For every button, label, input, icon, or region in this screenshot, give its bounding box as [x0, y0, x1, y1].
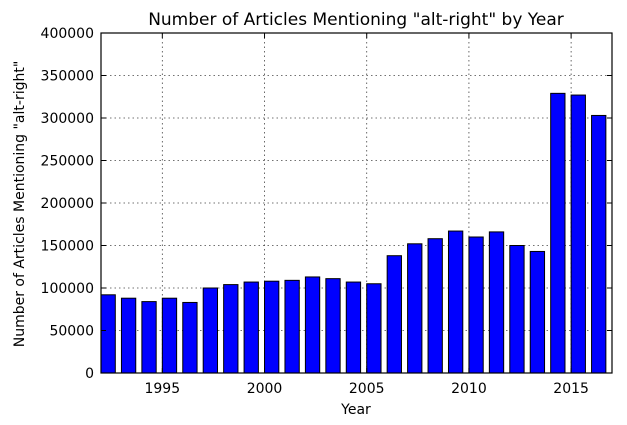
- bar-2013: [529, 250, 546, 374]
- x-tick-label: 2000: [247, 381, 283, 397]
- bar-2007: [407, 243, 423, 374]
- y-tick-label: 100000: [41, 281, 94, 297]
- bar-1998: [223, 284, 239, 374]
- y-axis-label: Number of Articles Mentioning "alt-right…: [12, 61, 28, 348]
- y-tick-label: 150000: [41, 239, 94, 255]
- bar-2010: [468, 236, 484, 374]
- y-tick-label: 400000: [41, 26, 94, 42]
- bar-1996: [182, 301, 198, 374]
- y-tick-label: 200000: [41, 196, 94, 212]
- bar-1999: [243, 281, 259, 374]
- bar-2002: [304, 276, 321, 374]
- x-tick-label: 2005: [349, 381, 385, 397]
- x-axis-label: Year: [340, 402, 371, 418]
- x-tick-label: 2015: [553, 381, 589, 397]
- y-tick-label: 350000: [41, 69, 94, 85]
- y-tick-label: 250000: [41, 154, 94, 170]
- y-tick-label: 300000: [41, 111, 94, 127]
- y-tick-label: 0: [85, 366, 94, 382]
- bar-2009: [447, 230, 464, 374]
- bar-2000: [264, 280, 280, 374]
- bar-1995: [161, 297, 178, 374]
- bar-2003: [325, 278, 341, 374]
- bar-1993: [120, 297, 137, 374]
- x-tick-label: 2010: [451, 381, 487, 397]
- bar-2004: [345, 281, 362, 374]
- bar-2005: [366, 283, 382, 374]
- y-tick-label: 50000: [49, 324, 94, 340]
- bar-2006: [386, 255, 402, 374]
- axis-ticks: 0 50000 100000 150000 200000 250000 300000 3500…: [41, 26, 612, 397]
- bar-2015: [570, 94, 586, 374]
- bar-2014: [550, 92, 566, 374]
- bar-2012: [509, 245, 525, 374]
- bar-2001: [284, 279, 300, 374]
- bar-2008: [427, 238, 443, 374]
- chart-title: Number of Articles Mentioning "alt-right…: [148, 10, 564, 30]
- bar-2011: [488, 231, 505, 374]
- bar-1992: [100, 294, 116, 374]
- bar-2016: [591, 114, 607, 374]
- bar-1997: [202, 287, 219, 374]
- plot-frame: [100, 32, 613, 374]
- bar-1994: [141, 301, 157, 374]
- x-tick-label: 1995: [144, 381, 180, 397]
- bars: [100, 92, 607, 374]
